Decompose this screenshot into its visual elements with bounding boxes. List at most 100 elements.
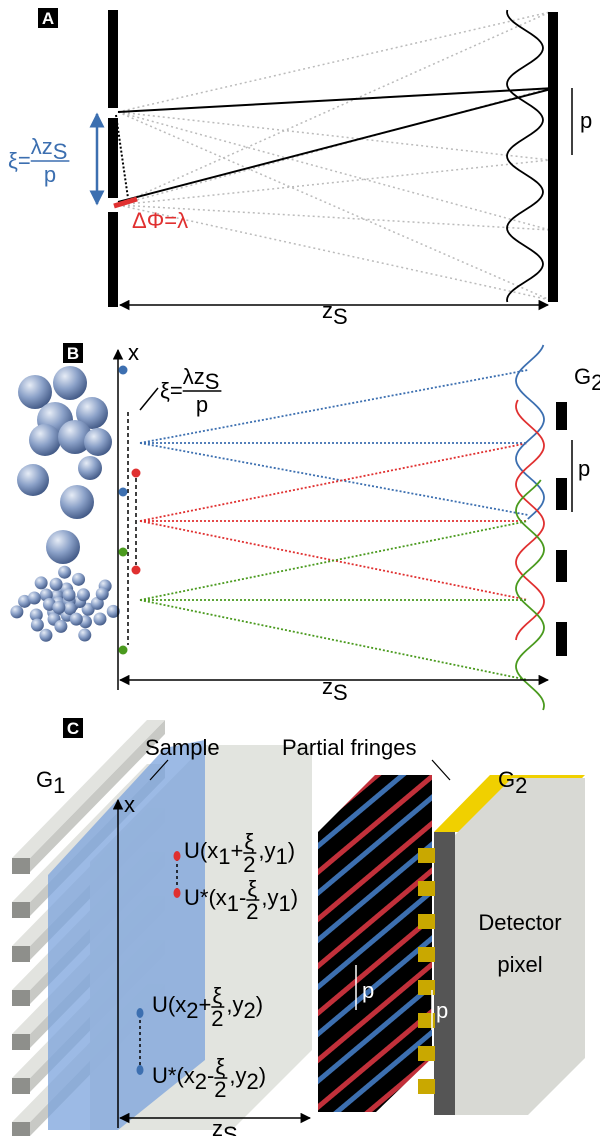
sphere <box>46 530 80 564</box>
text: p <box>196 392 208 417</box>
tab <box>418 914 435 929</box>
slat-end <box>12 858 30 874</box>
sample-particles <box>10 366 119 642</box>
grating-bar <box>556 402 567 430</box>
sphere <box>52 601 65 614</box>
slat-end <box>12 902 30 918</box>
sphere <box>78 456 102 480</box>
sphere <box>10 605 23 618</box>
text: z <box>322 298 333 323</box>
text: ,y <box>226 992 243 1017</box>
text: ,y <box>258 838 275 863</box>
text: 2 <box>515 773 527 798</box>
text: 2 <box>186 998 198 1023</box>
fringes-label: Partial fringes <box>282 735 417 760</box>
axis-label: x <box>124 792 135 817</box>
grating-bar <box>556 622 567 656</box>
text: + <box>230 838 243 863</box>
leader <box>432 760 450 780</box>
sphere <box>78 629 91 642</box>
slat-end <box>12 1078 30 1094</box>
slat-end <box>12 946 30 962</box>
text: G <box>574 364 591 389</box>
text: U(x <box>152 992 186 1017</box>
text: U(x <box>184 838 218 863</box>
text: G <box>498 767 515 792</box>
slat-end <box>12 1122 30 1136</box>
sample-label: Sample <box>145 735 220 760</box>
text: ) <box>256 992 263 1017</box>
text: S <box>333 680 348 705</box>
text: λz <box>31 134 53 159</box>
slit <box>108 118 118 198</box>
ray <box>140 600 528 680</box>
sphere <box>35 576 48 589</box>
point <box>174 888 181 898</box>
detector-label: Detector <box>478 910 561 935</box>
point <box>119 548 128 557</box>
ray <box>118 88 555 112</box>
point <box>119 488 128 497</box>
slit <box>108 212 118 307</box>
sphere <box>70 613 83 626</box>
text: 2 <box>211 1006 223 1031</box>
text: 1 <box>227 891 239 916</box>
text: p <box>44 162 56 187</box>
text: S <box>333 304 348 329</box>
text: 2 <box>246 1069 258 1094</box>
sphere <box>28 591 41 604</box>
point <box>137 1008 144 1018</box>
sphere <box>39 629 52 642</box>
text: 1 <box>275 844 287 869</box>
point-pairs <box>119 366 141 655</box>
text: 1 <box>53 773 65 798</box>
sphere <box>50 578 63 591</box>
delta-phi: ΔΦ=λ <box>132 208 188 233</box>
rays <box>118 12 550 300</box>
text: 1 <box>278 891 290 916</box>
point <box>137 1065 144 1075</box>
sphere <box>60 485 94 519</box>
text: U*(x <box>152 1063 195 1088</box>
sphere <box>18 375 52 409</box>
detector-edge <box>434 832 455 1115</box>
point <box>132 566 141 575</box>
text: ξ= <box>160 378 183 403</box>
sphere <box>63 588 76 601</box>
panel-b: B x p <box>10 340 590 710</box>
sphere <box>53 366 87 400</box>
tab <box>418 1046 435 1061</box>
slat-end <box>12 990 30 1006</box>
grating-bar <box>556 478 567 510</box>
sphere <box>84 428 112 456</box>
text: 1 <box>218 844 230 869</box>
ray <box>118 160 550 205</box>
text: G <box>36 767 53 792</box>
text: ξ <box>215 1054 225 1079</box>
period: p <box>580 108 592 133</box>
sphere <box>72 573 85 586</box>
sphere <box>96 587 109 600</box>
text: ,y <box>261 885 278 910</box>
slat-end <box>12 1034 30 1050</box>
grating <box>548 12 558 302</box>
point <box>132 469 141 478</box>
fringe-pattern <box>318 775 432 1112</box>
detector <box>455 778 585 1115</box>
text: ,y <box>229 1063 246 1088</box>
sphere <box>93 613 106 626</box>
text: + <box>198 992 211 1017</box>
phase-marker <box>114 199 137 206</box>
text: z <box>322 674 333 699</box>
text: ) <box>291 885 298 910</box>
slit <box>108 10 118 108</box>
detector-label: pixel <box>497 952 542 977</box>
waves <box>516 345 544 710</box>
sphere <box>54 620 67 633</box>
ray <box>140 443 528 521</box>
panel-label: A <box>42 9 54 28</box>
text: 2 <box>591 370 600 395</box>
point <box>174 851 181 861</box>
text: ) <box>288 838 295 863</box>
panel-label: C <box>67 719 79 738</box>
